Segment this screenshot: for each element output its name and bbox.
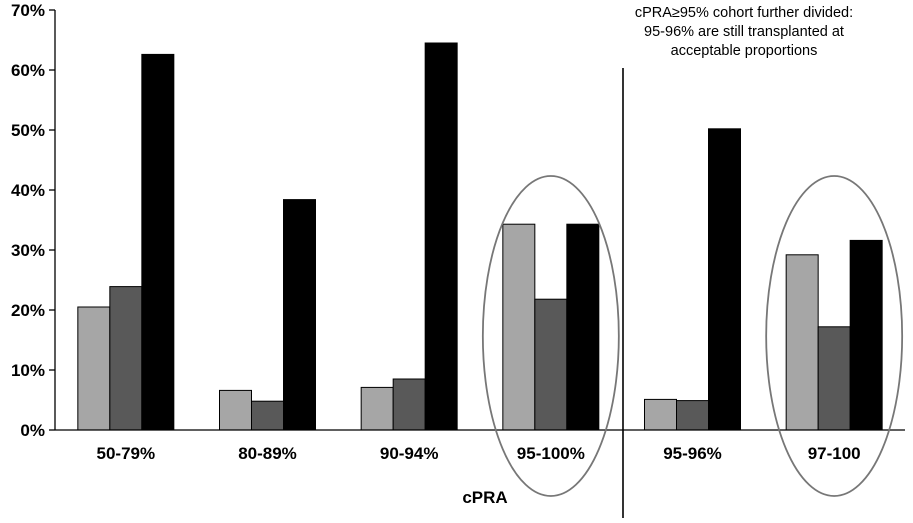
bar-50-79%-series-1 [77, 306, 111, 431]
x-tick-label: 90-94% [380, 444, 439, 463]
bar-97-100-series-1 [785, 254, 819, 431]
x-axis: 50-79% 80-89% 90-94% 95-100% 95-96% 97-100 [55, 429, 905, 463]
bar-97-100-series-3 [849, 239, 883, 431]
bar-50-79%-series-3 [141, 53, 175, 431]
x-tick-label: 97-100 [808, 444, 861, 463]
y-tick-label: 20% [11, 301, 45, 320]
y-tick-label: 0% [20, 421, 45, 440]
bar-95-100%-series-1 [502, 223, 536, 431]
x-tick-label: 50-79% [97, 444, 156, 463]
bar-95-100%-series-2 [534, 298, 568, 431]
bars [77, 42, 883, 431]
bar-80-89%-series-2 [251, 400, 284, 431]
bar-95-96%-series-1 [644, 398, 677, 431]
y-tick-label: 50% [11, 121, 45, 140]
y-tick-label: 40% [11, 181, 45, 200]
annotation-text: cPRA≥95% cohort further divided: 95-96% … [635, 5, 853, 59]
bar-90-94%-series-1 [360, 386, 394, 431]
bar-95-96%-series-2 [676, 400, 709, 431]
x-tick-label: 95-100% [517, 444, 585, 463]
bar-90-94%-series-2 [392, 378, 426, 431]
x-tick-label: 80-89% [238, 444, 297, 463]
x-tick-label: 95-96% [663, 444, 722, 463]
highlight-ellipses [481, 175, 904, 497]
bar-97-100-series-2 [817, 326, 851, 431]
y-axis: 0% 10% 20% 30% 40% 50% 60% 70% [11, 1, 56, 440]
bar-95-100%-series-3 [566, 223, 600, 431]
bar-50-79%-series-2 [109, 286, 143, 431]
bar-95-96%-series-3 [708, 128, 741, 431]
y-tick-label: 10% [11, 361, 45, 380]
annotation-line-1: cPRA≥95% cohort further divided: [635, 5, 853, 21]
annotation-line-3: acceptable proportions [671, 43, 818, 59]
y-tick-label: 30% [11, 241, 45, 260]
annotation-line-2: 95-96% are still transplanted at [644, 24, 844, 40]
bar-80-89%-series-1 [219, 389, 252, 431]
y-tick-label: 70% [11, 1, 45, 20]
bar-80-89%-series-3 [283, 199, 316, 431]
highlight-ellipse-95-100% [481, 175, 620, 497]
highlight-ellipse-97-100 [765, 175, 904, 497]
x-axis-label: cPRA [462, 488, 507, 507]
y-tick-label: 60% [11, 61, 45, 80]
bar-90-94%-series-3 [424, 42, 458, 431]
